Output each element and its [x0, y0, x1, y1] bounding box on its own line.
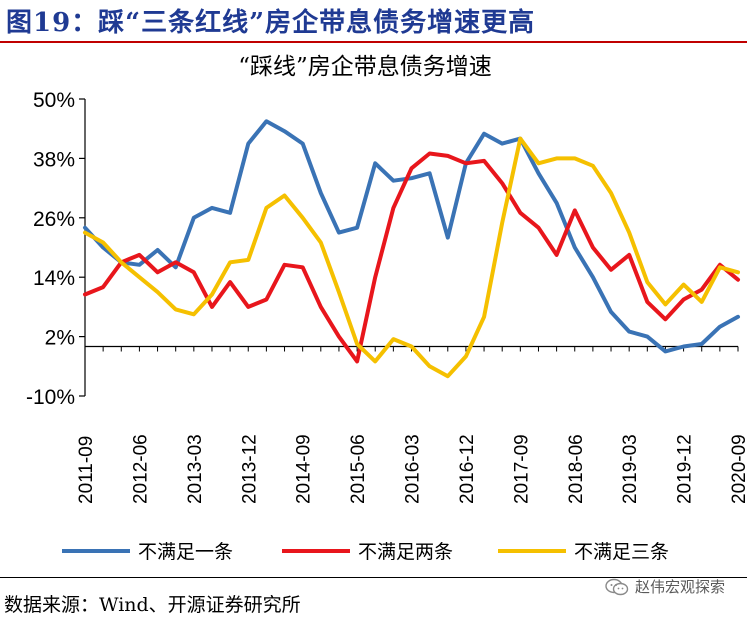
y-tick-label: 38% [33, 148, 75, 171]
y-tick-label: 50% [33, 89, 75, 112]
source-note: 数据来源：Wind、开源证券研究所 [4, 594, 301, 616]
x-tick-label: 2011-09 [76, 436, 97, 504]
figure-header: 图19：踩“三条红线”房企带息债务增速更高 [0, 0, 747, 40]
legend-label-3: 不满足三条 [574, 541, 669, 563]
series-line-2 [83, 151, 740, 364]
series-line-1 [83, 119, 740, 354]
y-tick-label: 14% [33, 267, 75, 290]
x-tick-label: 2020-09 [729, 434, 747, 504]
x-tick-label: 2015-06 [348, 434, 369, 504]
watermark-text: 赵伟宏观探索 [634, 578, 725, 596]
y-axis: -10% 2% 14% 26% 38% 50% [26, 89, 86, 409]
legend: 不满足一条 不满足两条 不满足三条 [62, 541, 669, 563]
chart-title: “踩线”房企带息债务增速 [238, 54, 492, 80]
y-tick-label: 2% [45, 327, 75, 350]
x-tick-label: 2014-09 [294, 434, 315, 504]
x-tick-label: 2013-03 [185, 434, 206, 504]
chart: “踩线”房企带息债务增速 -10%2%14%26%38%50% 2011-09 2… [26, 54, 747, 563]
x-tick-label: 2019-12 [675, 434, 696, 504]
y-tick-label: 26% [33, 208, 75, 231]
x-tick-label: 2016-03 [403, 434, 424, 504]
x-tick-label: 2013-12 [239, 434, 260, 504]
wechat-icon [605, 578, 629, 595]
legend-label-2: 不满足两条 [358, 541, 453, 563]
x-tick-label: 2016-12 [457, 434, 478, 504]
header-divider [0, 41, 747, 43]
x-axis: 2011-09 2012-06 2013-03 2013-12 2014-09 2015-… [76, 345, 747, 504]
series-line-3 [83, 136, 740, 379]
footer-divider [0, 577, 747, 578]
watermark: 赵伟宏观探索 [605, 576, 725, 597]
series-lines [83, 119, 740, 379]
x-tick-label: 2019-03 [620, 434, 641, 504]
x-tick-label: 2017-09 [511, 434, 532, 504]
legend-label-1: 不满足一条 [138, 541, 233, 563]
figure-title: 图19：踩“三条红线”房企带息债务增速更高 [6, 8, 536, 38]
y-tick-label: -10% [26, 386, 75, 409]
x-tick-label: 2012-06 [130, 434, 151, 504]
x-tick-label: 2018-06 [566, 434, 587, 504]
